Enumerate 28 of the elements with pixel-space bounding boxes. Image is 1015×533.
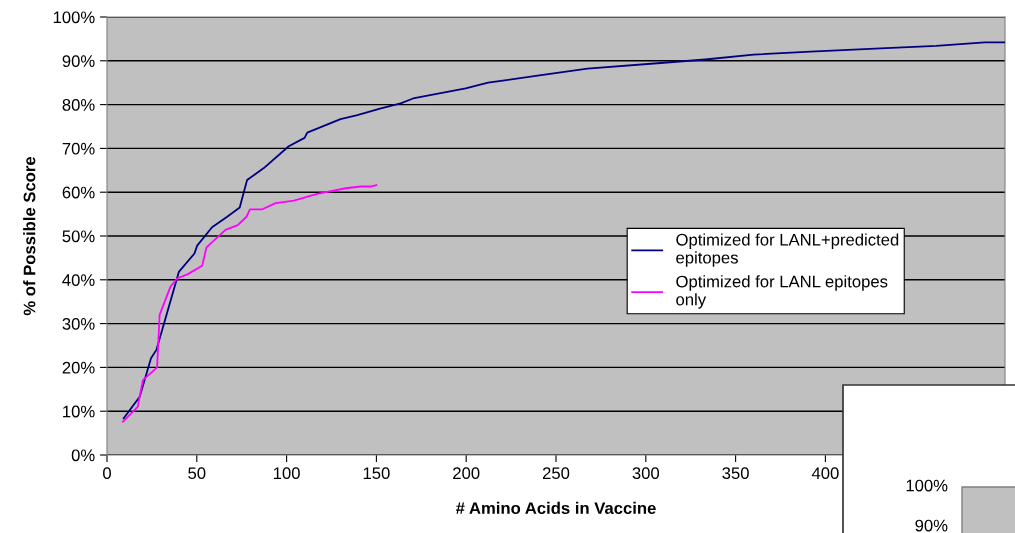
- x-tick-label: 100: [273, 467, 300, 480]
- text: 100%: [906, 479, 948, 492]
- x-tick-label: 0: [103, 467, 111, 480]
- line-series: [122, 41, 1005, 420]
- x-tick-label: 150: [363, 467, 390, 480]
- y-tick-label: 40%: [62, 274, 95, 286]
- y-tick-label: 50%: [62, 230, 95, 243]
- y-tick-label: 10%: [63, 405, 95, 418]
- x-tick-label: 250: [542, 467, 570, 480]
- x-tick-label: 350: [722, 467, 749, 480]
- y-tick-label: 80%: [62, 99, 95, 111]
- legend-label: Optimized for LANL epitopes only: [676, 275, 888, 309]
- x-tick-label: 300: [632, 467, 660, 480]
- y-tick-label: 0%: [71, 449, 95, 462]
- line-series: [122, 184, 378, 423]
- x-tick-label: 400: [811, 467, 839, 480]
- text: 90%: [915, 519, 948, 532]
- y-axis-title: % of Possible Score: [23, 156, 36, 316]
- y-tick-label: 20%: [62, 361, 95, 374]
- y-tick-label: 70%: [62, 142, 95, 155]
- y-tick-label: 60%: [62, 186, 95, 199]
- x-tick-label: 200: [453, 467, 480, 480]
- y-tick-label: 100%: [53, 11, 95, 24]
- legend-label: Optimized for LANL+predicted epitopes: [676, 233, 899, 267]
- y-tick-label: 90%: [62, 55, 95, 67]
- y-tick-label: 30%: [62, 318, 95, 330]
- x-tick-label: 50: [188, 467, 206, 480]
- x-axis-title: # Amino Acids in Vaccine: [455, 501, 656, 515]
